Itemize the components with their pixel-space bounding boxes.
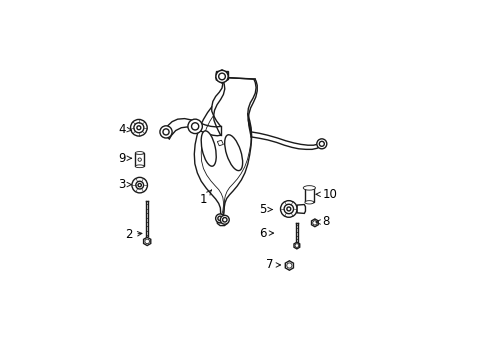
Polygon shape [312,219,318,227]
Polygon shape [144,237,151,246]
Ellipse shape [201,131,216,166]
Circle shape [216,70,228,82]
Bar [305,188,314,202]
Ellipse shape [135,152,144,154]
Ellipse shape [305,201,314,204]
Bar [135,153,144,166]
Polygon shape [217,140,223,146]
Circle shape [319,141,324,146]
Circle shape [313,221,317,225]
Circle shape [222,217,227,222]
Polygon shape [294,242,300,249]
Text: 5: 5 [259,203,272,216]
Ellipse shape [135,165,144,168]
Circle shape [138,184,141,187]
Ellipse shape [225,135,243,171]
Text: 2: 2 [125,228,142,241]
Circle shape [188,119,202,134]
Circle shape [130,120,147,136]
Circle shape [163,129,169,135]
Text: 8: 8 [316,216,330,229]
Circle shape [284,204,294,214]
Polygon shape [285,261,294,270]
Text: 1: 1 [199,190,212,206]
Circle shape [145,239,149,244]
Polygon shape [216,70,228,83]
Circle shape [132,177,147,193]
Circle shape [216,214,224,223]
Circle shape [219,73,225,80]
Bar [216,71,228,79]
Circle shape [317,139,327,149]
Text: 9: 9 [118,152,132,165]
Circle shape [220,215,229,224]
Circle shape [137,126,141,130]
Ellipse shape [305,186,314,190]
Ellipse shape [303,186,316,190]
Circle shape [218,216,222,221]
Circle shape [136,181,144,189]
Circle shape [287,263,292,268]
Circle shape [192,123,199,130]
Circle shape [138,158,141,161]
Text: 3: 3 [119,178,132,191]
Circle shape [287,207,291,211]
Circle shape [160,126,172,138]
Text: 10: 10 [316,188,338,201]
Circle shape [134,123,144,133]
Text: 4: 4 [118,123,132,136]
Circle shape [295,244,299,247]
Circle shape [280,201,297,217]
Polygon shape [297,204,305,213]
Text: 7: 7 [266,258,280,271]
Text: 6: 6 [259,226,273,240]
